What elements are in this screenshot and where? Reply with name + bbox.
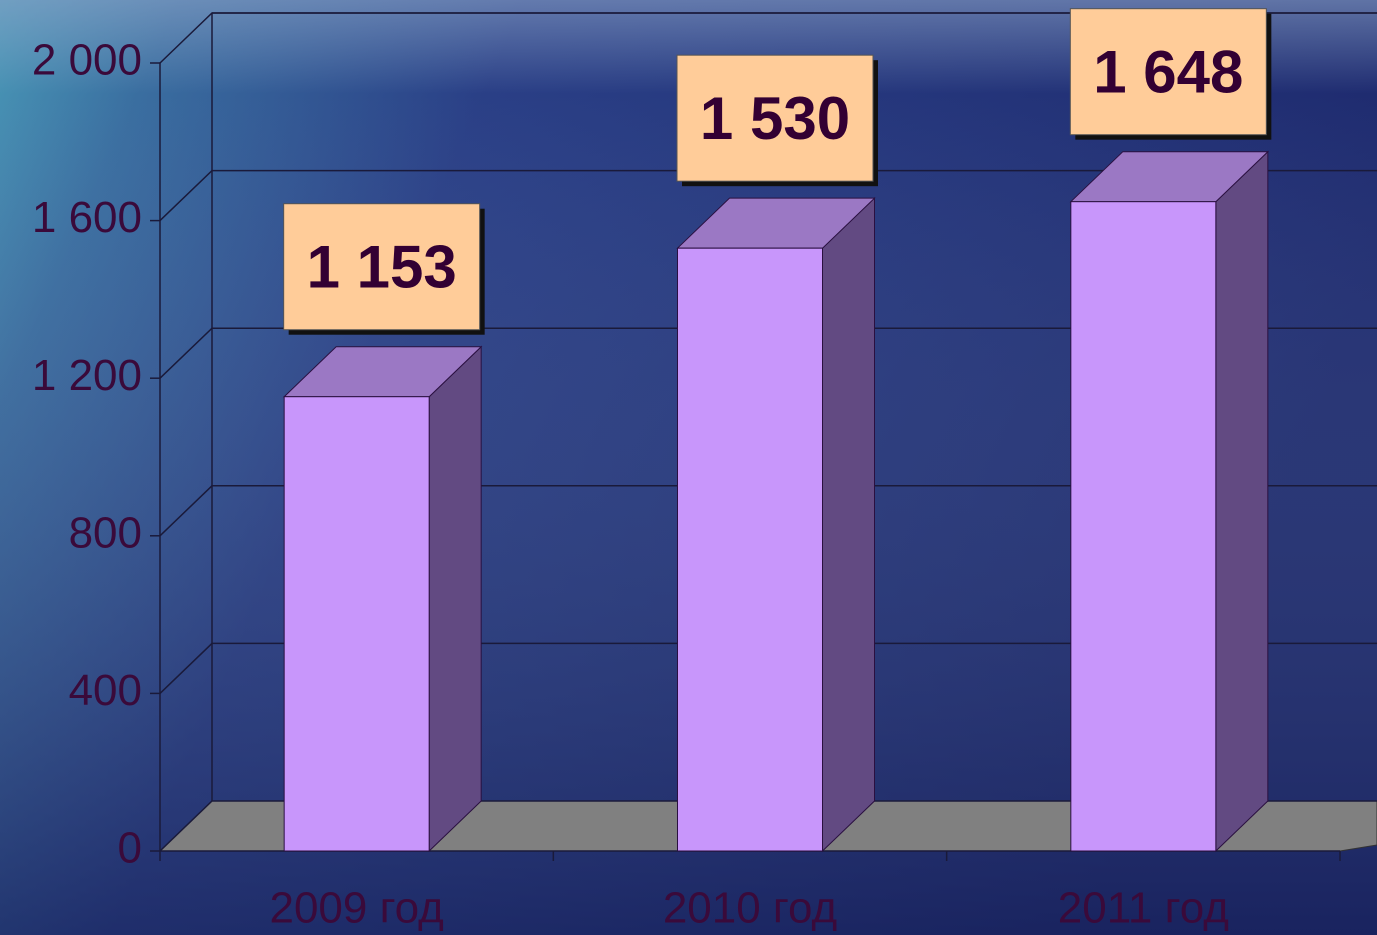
grid-line	[159, 485, 1377, 537]
grid-line	[159, 169, 1377, 222]
y-tick-label: 1 200	[32, 351, 142, 400]
grid-line	[159, 642, 1377, 694]
label-box	[676, 54, 874, 182]
grid-line	[159, 327, 1377, 379]
y-tick-label: 400	[69, 666, 142, 715]
x-tick-label: 2009 год	[269, 884, 443, 933]
bar	[283, 396, 430, 852]
label-box	[1069, 8, 1267, 136]
y-tick-label: 800	[69, 508, 142, 557]
y-tick-label: 2 000	[32, 36, 142, 85]
bar-side	[822, 197, 875, 853]
bar	[1070, 201, 1217, 852]
x-tick-label: 2011 год	[1058, 884, 1229, 933]
label-box	[283, 203, 481, 331]
data-label: 1 648	[1093, 39, 1243, 106]
x-tick-label: 2010 год	[663, 884, 837, 933]
data-label: 1 530	[700, 85, 850, 152]
bar	[677, 247, 823, 852]
grid-line	[159, 800, 1377, 852]
bar-side	[1215, 150, 1269, 853]
bar-side	[428, 345, 482, 853]
data-label: 1 153	[307, 234, 457, 301]
grid-line	[159, 12, 1377, 64]
y-tick-label: 0	[118, 824, 142, 873]
y-tick-label: 1 600	[32, 193, 142, 242]
